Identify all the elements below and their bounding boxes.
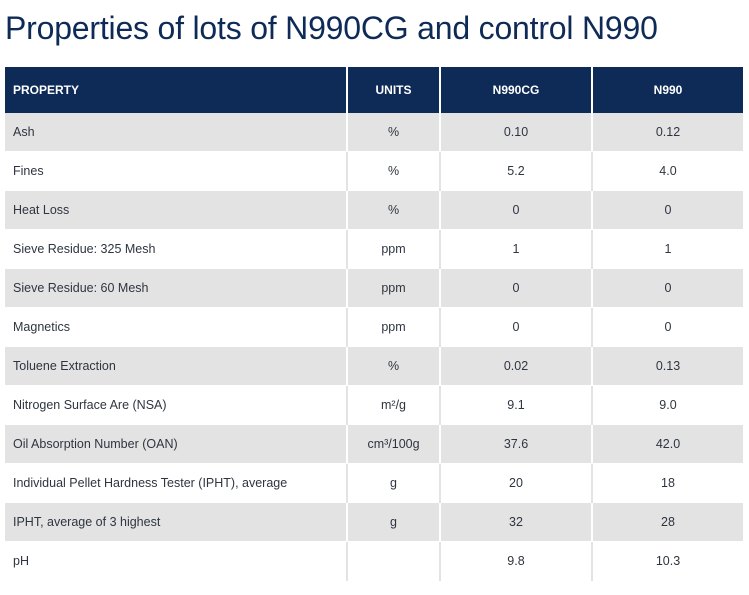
table-row: Magnetics ppm 0 0: [5, 307, 743, 347]
properties-table: PROPERTY UNITS N990CG N990 Ash % 0.10 0.…: [5, 67, 743, 581]
cell-property: Sieve Residue: 325 Mesh: [5, 229, 348, 269]
cell-n990cg: 0.02: [440, 346, 593, 386]
cell-n990: 0: [592, 268, 743, 308]
cell-n990: 0.13: [592, 346, 743, 386]
cell-n990: 1: [592, 229, 743, 269]
cell-property: Sieve Residue: 60 Mesh: [5, 268, 348, 308]
cell-property: Individual Pellet Hardness Tester (IPHT)…: [5, 463, 348, 503]
cell-units: m²/g: [347, 385, 441, 425]
cell-units: %: [347, 346, 441, 386]
cell-n990: 0: [592, 190, 743, 230]
table-row: Sieve Residue: 60 Mesh ppm 0 0: [5, 268, 743, 308]
cell-n990: 0: [592, 307, 743, 347]
cell-property: Toluene Extraction: [5, 346, 348, 386]
cell-property: Fines: [5, 151, 348, 191]
cell-units: cm³/100g: [347, 424, 441, 464]
cell-n990cg: 20: [440, 463, 593, 503]
cell-units: g: [347, 463, 441, 503]
cell-n990cg: 32: [440, 502, 593, 542]
cell-n990: 4.0: [592, 151, 743, 191]
header-n990: N990: [592, 67, 743, 113]
cell-n990cg: 0: [440, 307, 593, 347]
cell-n990: 10.3: [592, 541, 743, 581]
cell-property: Ash: [5, 113, 348, 152]
table-row: Fines % 5.2 4.0: [5, 151, 743, 191]
cell-property: IPHT, average of 3 highest: [5, 502, 348, 542]
cell-n990: 9.0: [592, 385, 743, 425]
cell-units: %: [347, 113, 441, 152]
cell-property: Nitrogen Surface Are (NSA): [5, 385, 348, 425]
cell-n990cg: 0: [440, 190, 593, 230]
table-row: pH 9.8 10.3: [5, 541, 743, 581]
cell-n990cg: 9.1: [440, 385, 593, 425]
cell-property: Magnetics: [5, 307, 348, 347]
cell-n990cg: 0: [440, 268, 593, 308]
cell-property: Heat Loss: [5, 190, 348, 230]
cell-units: ppm: [347, 307, 441, 347]
header-property: PROPERTY: [5, 67, 348, 113]
cell-property: Oil Absorption Number (OAN): [5, 424, 348, 464]
table-row: Toluene Extraction % 0.02 0.13: [5, 346, 743, 386]
header-units: UNITS: [347, 67, 441, 113]
table-row: Ash % 0.10 0.12: [5, 113, 743, 152]
cell-n990cg: 37.6: [440, 424, 593, 464]
cell-n990cg: 5.2: [440, 151, 593, 191]
table-row: IPHT, average of 3 highest g 32 28: [5, 502, 743, 542]
cell-units: %: [347, 151, 441, 191]
cell-units: g: [347, 502, 441, 542]
cell-n990: 42.0: [592, 424, 743, 464]
cell-n990: 28: [592, 502, 743, 542]
cell-n990cg: 0.10: [440, 113, 593, 152]
cell-property: pH: [5, 541, 348, 581]
table-header-row: PROPERTY UNITS N990CG N990: [5, 67, 743, 113]
table-row: Individual Pellet Hardness Tester (IPHT)…: [5, 463, 743, 503]
page-title: Properties of lots of N990CG and control…: [5, 10, 658, 46]
table-row: Nitrogen Surface Are (NSA) m²/g 9.1 9.0: [5, 385, 743, 425]
cell-n990: 18: [592, 463, 743, 503]
table-row: Oil Absorption Number (OAN) cm³/100g 37.…: [5, 424, 743, 464]
cell-n990: 0.12: [592, 113, 743, 152]
cell-units: ppm: [347, 268, 441, 308]
table-row: Heat Loss % 0 0: [5, 190, 743, 230]
cell-units: %: [347, 190, 441, 230]
cell-units: ppm: [347, 229, 441, 269]
cell-units: [347, 541, 441, 581]
table-row: Sieve Residue: 325 Mesh ppm 1 1: [5, 229, 743, 269]
cell-n990cg: 1: [440, 229, 593, 269]
cell-n990cg: 9.8: [440, 541, 593, 581]
header-n990cg: N990CG: [440, 67, 593, 113]
